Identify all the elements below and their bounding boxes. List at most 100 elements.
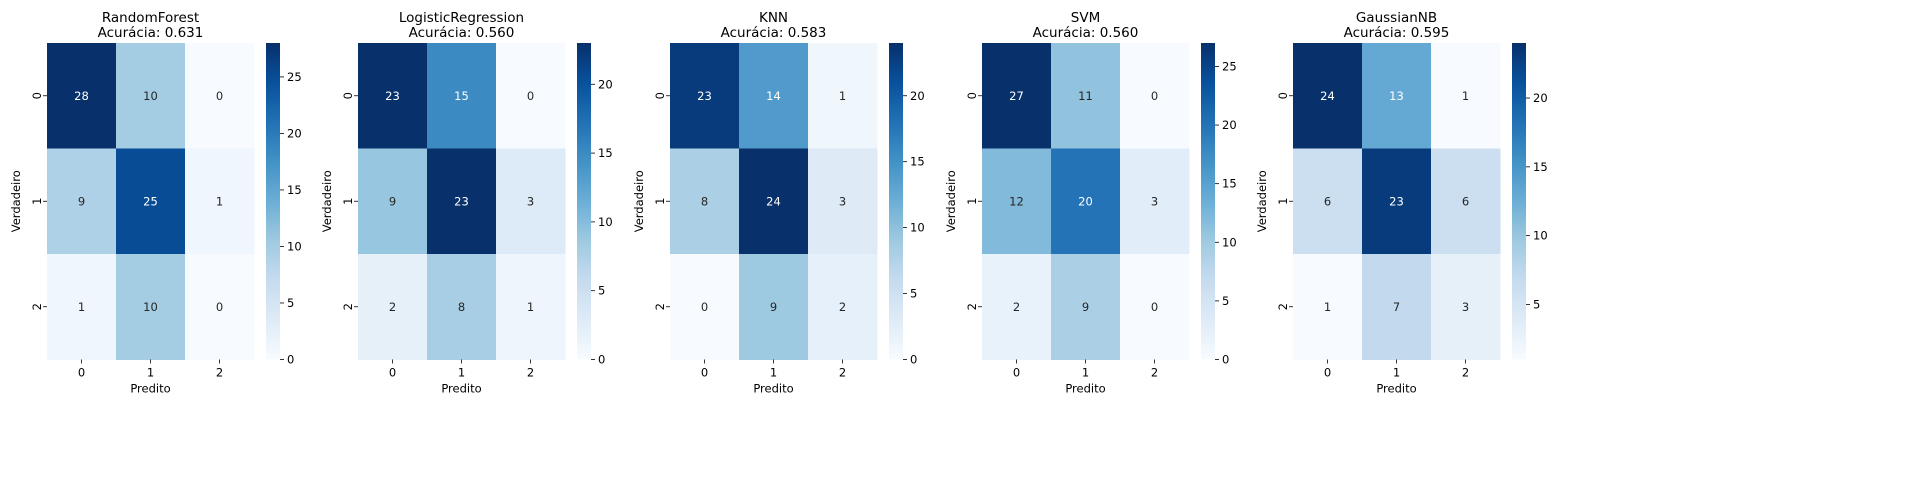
cell-value-label: 28 (74, 89, 89, 103)
cell-value-label: 23 (697, 89, 712, 103)
x-tick-label: 0 (1013, 366, 1020, 380)
colorbar (577, 43, 591, 360)
x-axis-label: Predito (1065, 382, 1105, 396)
y-axis-label: Verdadeiro (632, 170, 646, 232)
y-axis-label: Verdadeiro (320, 170, 334, 232)
cell-value-label: 7 (1393, 300, 1400, 314)
cell-value-label: 24 (1320, 89, 1335, 103)
heatmap-cell (496, 148, 566, 255)
heatmap-cell (1431, 148, 1501, 255)
y-axis-label: Verdadeiro (1255, 170, 1269, 232)
cell-value-label: 1 (527, 300, 534, 314)
y-tick-label: 2 (965, 303, 979, 310)
y-tick-label: 0 (653, 92, 667, 99)
cell-value-label: 27 (1009, 89, 1024, 103)
heatmap-cell (982, 148, 1052, 255)
heatmap-cell (982, 254, 1052, 360)
colorbar-tick-label: 15 (1533, 160, 1548, 174)
chart-subtitle: Acurácia: 0.560 (409, 25, 515, 41)
chart-title: RandomForest (102, 10, 199, 26)
heatmap-cell (808, 148, 878, 255)
chart-subtitle: Acurácia: 0.583 (721, 25, 827, 41)
y-tick-label: 0 (341, 92, 355, 99)
x-tick-label: 2 (216, 366, 223, 380)
x-axis-label: Predito (753, 382, 793, 396)
x-axis-label: Predito (130, 382, 170, 396)
heatmap-cell (808, 254, 878, 360)
cell-value-label: 1 (1324, 300, 1331, 314)
x-axis-label: Predito (1376, 382, 1416, 396)
colorbar-tick-label: 5 (910, 287, 917, 301)
cell-value-label: 0 (216, 89, 223, 103)
cell-value-label: 0 (1151, 89, 1158, 103)
heatmap-cell (1051, 254, 1121, 360)
cell-value-label: 2 (839, 300, 846, 314)
colorbar-tick-label: 20 (287, 126, 302, 140)
colorbar-tick-label: 0 (287, 353, 294, 367)
colorbar-tick-label: 15 (598, 146, 613, 160)
y-axis-label: Verdadeiro (9, 170, 23, 232)
x-tick-label: 1 (1393, 366, 1400, 380)
x-tick-label: 1 (1082, 366, 1089, 380)
heatmap-cell (1293, 148, 1363, 255)
heatmap-cell (1362, 43, 1432, 149)
heatmap-cell (670, 43, 740, 149)
heatmap-cell (1120, 254, 1190, 360)
cell-value-label: 23 (1389, 194, 1404, 208)
cell-value-label: 8 (701, 194, 708, 208)
cell-value-label: 9 (770, 300, 777, 314)
colorbar-tick-label: 5 (598, 284, 605, 298)
y-tick-label: 2 (341, 303, 355, 310)
cell-value-label: 3 (527, 194, 534, 208)
colorbar-tick-label: 10 (910, 221, 925, 235)
colorbar-tick-label: 20 (1533, 91, 1548, 105)
x-tick-label: 1 (458, 366, 465, 380)
heatmap-cell (185, 254, 255, 360)
heatmap-cell (47, 43, 117, 149)
colorbar-tick-label: 15 (910, 155, 925, 169)
cell-value-label: 0 (527, 89, 534, 103)
colorbar-tick-label: 0 (910, 353, 917, 367)
cell-value-label: 23 (454, 194, 469, 208)
heatmap-cell (427, 254, 497, 360)
x-tick-label: 2 (839, 366, 846, 380)
heatmap-cell (116, 254, 186, 360)
cell-value-label: 1 (216, 194, 223, 208)
chart-title: GaussianNB (1356, 10, 1437, 26)
heatmap-cell (427, 43, 497, 149)
heatmap-cell (358, 254, 428, 360)
x-tick-label: 2 (527, 366, 534, 380)
cell-value-label: 14 (766, 89, 781, 103)
heatmap-cell (1293, 254, 1363, 360)
x-tick-label: 0 (701, 366, 708, 380)
colorbar-tick-label: 10 (598, 215, 613, 229)
heatmap-cell (185, 148, 255, 255)
colorbar-tick-label: 10 (287, 239, 302, 253)
cell-value-label: 9 (389, 194, 396, 208)
chart-subtitle: Acurácia: 0.631 (98, 25, 204, 41)
heatmap-cell (47, 148, 117, 255)
cell-value-label: 25 (143, 194, 158, 208)
cell-value-label: 9 (78, 194, 85, 208)
heatmap-cell (1362, 254, 1432, 360)
cell-value-label: 10 (143, 300, 158, 314)
colorbar-tick-label: 25 (287, 70, 302, 84)
heatmap-cell (1120, 43, 1190, 149)
colorbar (1201, 43, 1215, 360)
heatmap-cell (670, 148, 740, 255)
colorbar-tick-label: 0 (598, 353, 605, 367)
colorbar-tick-label: 20 (910, 89, 925, 103)
heatmap-cell (185, 43, 255, 149)
y-tick-label: 2 (1276, 303, 1290, 310)
colorbar-tick-label: 0 (1222, 353, 1229, 367)
heatmap-cell (496, 254, 566, 360)
cell-value-label: 9 (1082, 300, 1089, 314)
heatmap-cell (670, 254, 740, 360)
heatmap-cell (1293, 43, 1363, 149)
heatmap-cell (358, 43, 428, 149)
cell-value-label: 2 (389, 300, 396, 314)
